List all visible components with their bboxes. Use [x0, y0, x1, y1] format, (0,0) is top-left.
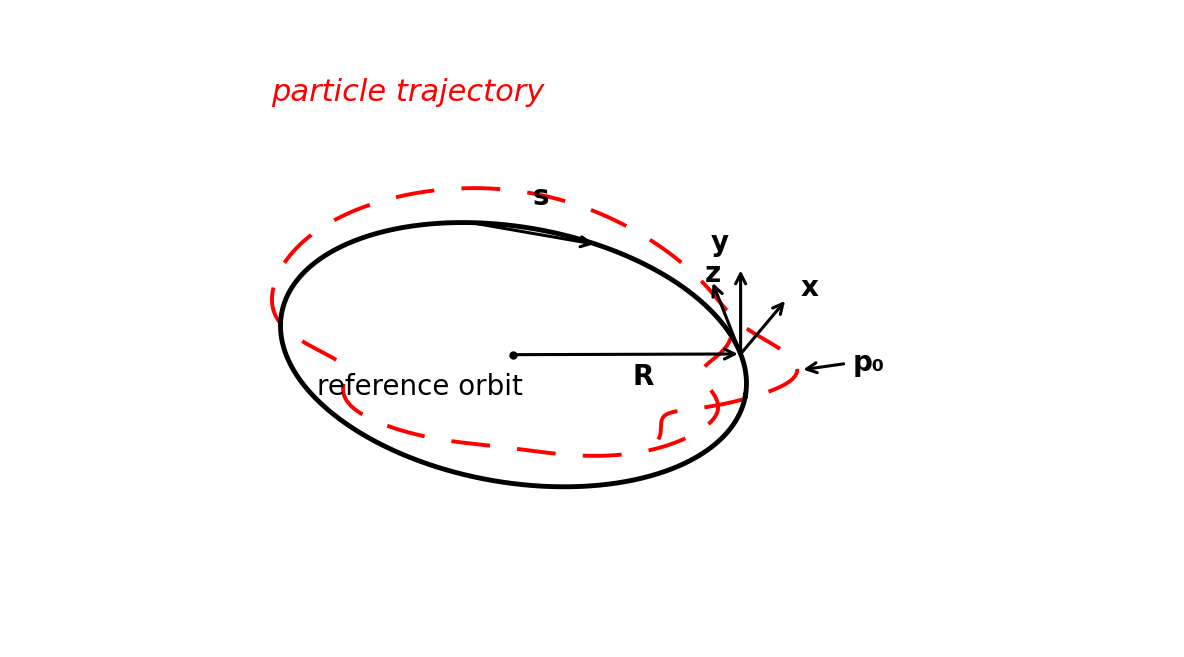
Text: z: z [706, 260, 721, 288]
Text: x: x [800, 274, 818, 302]
Text: s: s [532, 183, 548, 211]
Text: reference orbit: reference orbit [317, 373, 523, 401]
Text: p₀: p₀ [852, 350, 884, 378]
Text: R: R [632, 363, 654, 391]
Text: particle trajectory: particle trajectory [271, 78, 545, 108]
Text: y: y [710, 229, 729, 258]
